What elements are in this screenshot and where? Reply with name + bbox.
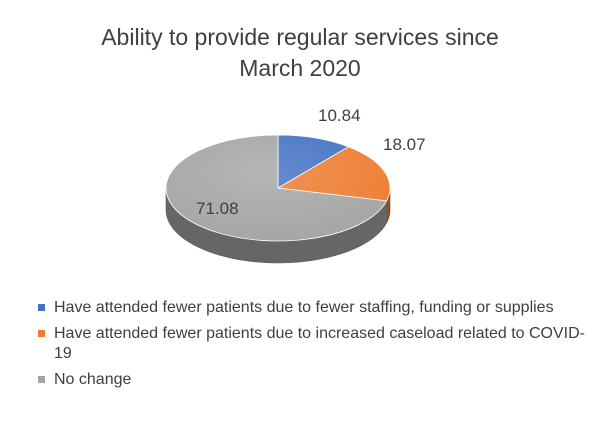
data-label-fewer-staffing: 10.84 [318,106,361,125]
data-label-increased-caseload: 18.07 [383,135,426,154]
chart-title: Ability to provide regular services sinc… [0,22,600,84]
legend-label-increased-caseload: Have attended fewer patients due to incr… [54,325,585,362]
legend-label-fewer-staffing: Have attended fewer patients due to fewe… [54,299,554,316]
legend-item: Have attended fewer patients due to incr… [38,324,586,364]
data-label-no-change: 71.08 [196,199,239,218]
legend-swatch-fewer-staffing [38,304,45,311]
legend-swatch-no-change [38,376,45,383]
legend-item: Have attended fewer patients due to fewe… [38,298,586,318]
legend-item: No change [38,370,586,390]
legend-swatch-increased-caseload [38,330,45,337]
legend: Have attended fewer patients due to fewe… [38,298,586,396]
pie-highlight [166,135,390,241]
chart-title-line-1: Ability to provide regular services sinc… [101,24,499,50]
chart-title-line-2: March 2020 [239,55,361,81]
legend-label-no-change: No change [54,371,132,388]
